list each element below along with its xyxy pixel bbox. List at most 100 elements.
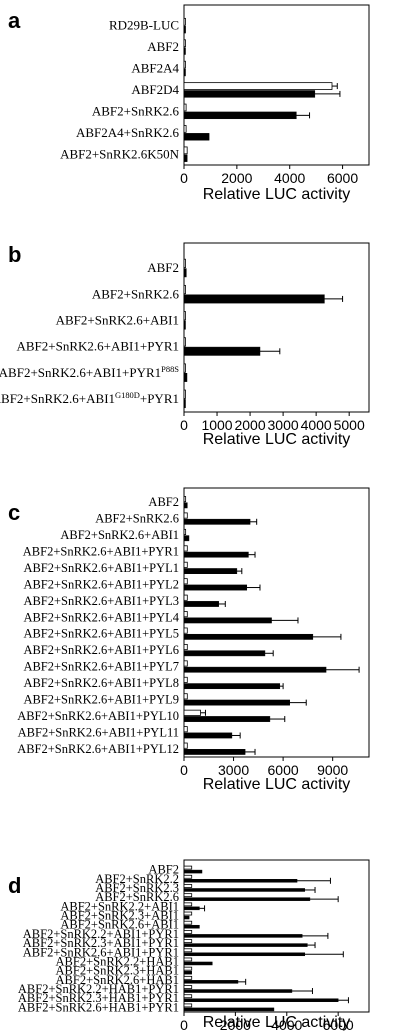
bar-open [183,545,188,552]
x-tick-label: 2000 [221,170,252,186]
category-label: ABF2+SnRK2.2 [95,872,179,886]
category-label: ABF2+SnRK2.6+ABI1+PYL1 [23,561,179,575]
bar-open [183,17,186,26]
panel-letter: d [8,873,21,898]
bar-open [183,693,188,700]
bar-filled [183,989,293,993]
panel-letter: c [8,500,20,525]
x-tick-label: 4000 [301,417,332,433]
bar-filled [183,998,339,1002]
bar-open [183,60,186,69]
category-label: ABF2+SnRK2.6+ABI1+PYL5 [23,627,179,641]
bar-open [183,994,193,999]
bar-filled [183,906,200,911]
x-axis-title: Relative LUC activity [203,431,351,448]
bar-open [183,660,188,667]
category-label: ABF2+SnRK2.2+ABI1+PYR1 [23,927,179,941]
bar-open [183,930,193,934]
bar-open [183,726,188,733]
bar-open [183,865,193,870]
bar-filled [183,154,188,162]
bar-filled [183,869,203,874]
bar-open [183,643,188,651]
category-label: ABF2+SnRK2.6+ABI1+PYR1 [23,545,179,559]
plot-frame [183,242,370,413]
panel-letter: a [8,8,21,33]
bar-open [183,578,188,585]
bar-filled [183,133,210,141]
x-tick-label: 0 [180,170,188,186]
bar-filled [183,732,233,739]
category-label: ABF2D4 [131,82,179,97]
bar-open [183,911,193,916]
bar-open [183,594,188,601]
bar-filled [183,650,266,657]
bar-open [183,39,186,48]
bar-filled [183,568,238,574]
bar-open [183,742,188,749]
category-label: ABF2A4 [131,61,179,76]
panel-a: a RD29B-LUC ABF2 ABF2A4 ABF2D4 ABF2+SnRK2.6 AB… [8,4,370,203]
x-axis-title: Relative LUC activity [203,186,351,203]
bar-open [183,939,193,943]
bar-filled [183,897,311,901]
category-label: ABF2+SnRK2.6+ABI1+PYL4 [23,610,179,624]
bar-filled [183,961,213,966]
x-tick-label: 6000 [268,762,299,778]
bar-open [183,948,193,953]
category-label: ABF2+SnRK2.3+HAB1 [56,964,180,978]
category-label: ABF2+SnRK2.6+HAB1 [56,973,180,987]
category-label: ABF2+SnRK2.3+HAB1+PYR1 [18,991,179,1005]
category-label: ABF2+SnRK2.6+ABI1+PYR1 [17,339,180,354]
x-tick-label: 6000 [327,170,358,186]
category-label: RD29B-LUC [109,18,179,33]
bar-filled [183,25,186,34]
bar-open [183,258,186,268]
category-label: ABF2+SnRK2.6K50N [60,146,180,161]
bar-filled [183,617,272,624]
category-label: ABF2+SnRK2.6+ABI1 [56,312,179,327]
panel-c: c ABF2 ABF2+SnRK2.6 ABF2+SnRK2.6+ABI1 ABF2+S… [8,487,370,793]
category-label: ABF2 [147,260,179,275]
bar-filled [183,633,314,640]
bar-filled [183,535,190,542]
x-tick-label: 3000 [268,417,299,433]
bar-open [183,627,188,634]
category-label: ABF2+SnRK2.2+ABI1 [60,899,179,913]
category-label: ABF2+SnRK2.6+ABI1+PYL12 [17,742,179,756]
bar-filled [183,551,249,558]
bar-filled [183,399,186,409]
bar-open [183,125,187,133]
category-label: ABF2+SnRK2.6+ABI1+PYL7 [23,660,179,674]
panel-letter: b [8,242,21,267]
bar-open [183,389,186,399]
category-label: ABF2+SnRK2.6+ABI1+PYL9 [23,692,179,706]
x-tick-label: 1000 [201,417,232,433]
category-label: ABF2+SnRK2.6 [92,286,180,301]
category-label: ABF2+SnRK2.6 [95,890,179,904]
x-tick-label: 0 [180,417,188,433]
bar-filled [183,294,325,304]
category-label: ABF2+SnRK2.6+ABI1+PYL10 [17,709,179,723]
bar-open [183,561,188,568]
bar-open [183,957,193,962]
panel-d: dABF2ABF2+SnRK2.2ABF2+SnRK2.3ABF2+SnRK2.… [8,859,370,1033]
category-label: ABF2 [147,39,179,54]
x-tick-label: 6000 [323,1017,354,1033]
category-label: ABF2+SnRK2.6+ABI1+PYL8 [23,676,179,690]
category-label: ABF2 [148,495,179,509]
category-label: ABF2+SnRK2.6+ABI1+PYL6 [23,643,179,657]
bar-filled [183,601,219,607]
category-label: ABF2+SnRK2.6+ABI1 [60,918,179,932]
bar-open [183,985,193,989]
category-label: ABF2+SnRK2.3 [95,881,179,895]
bar-open [183,284,186,295]
bar-open [183,103,187,112]
bar-filled [183,268,187,278]
category-label: ABF2+SnRK2.6+ABI1G180D+PYR1 [0,390,179,406]
bar-open [183,311,186,321]
category-label: ABF2+SnRK2.6+ABI1+PYL3 [23,594,179,608]
bar-filled [183,320,186,330]
x-axis-title: Relative LUC activity [203,1014,351,1031]
